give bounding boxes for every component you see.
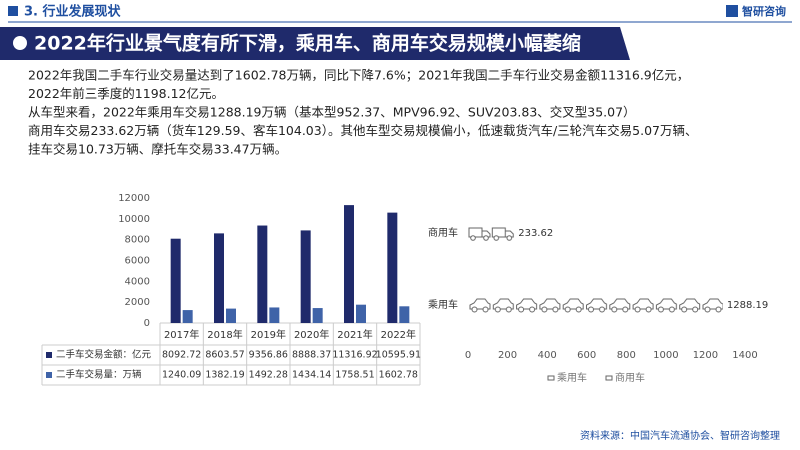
y-tick-label: 8000 [125,235,150,246]
title-banner [0,27,630,60]
bar [182,310,193,323]
bar [356,304,366,323]
bar [300,230,311,323]
pictograph-bar [468,295,723,315]
y-tick-label: 商用车 [428,226,458,239]
bar [399,306,410,323]
x-tick-label: 800 [617,350,636,361]
bar [387,212,398,323]
x-tick-label: 1000 [653,350,678,361]
paragraph-line: 2022年前三季度的1198.12亿元。 [28,86,224,101]
paragraph-line: 从车型来看，2022年乘用车交易1288.19万辆（基本型952.37、MPV9… [28,105,636,120]
x-tick-label: 200 [498,350,517,361]
x-tick-label: 600 [577,350,596,361]
y-tick-label: 10000 [118,214,150,225]
y-tick-label: 4000 [125,276,150,287]
table-value: 1492.28 [249,370,288,381]
legend-swatch [46,352,52,358]
legend-label: 二手车交易金额：亿元 [56,349,152,361]
x-tick-label: 2022年 [381,328,416,341]
table-value: 9356.86 [249,350,288,361]
bar [170,238,181,323]
title-bullet [13,36,27,50]
bar [257,225,268,323]
bar [344,205,354,323]
x-tick-label: 400 [538,350,557,361]
table-value: 8603.57 [205,350,244,361]
data-label: 1288.19 [727,300,768,311]
paragraph-line: 2022年我国二手车行业交易量达到了1602.78万辆，同比下降7.6%；202… [28,68,689,83]
bar [214,233,224,323]
legend-label: 乘用车 [557,371,587,384]
logo: 智研咨询 [742,4,786,18]
legend-swatch [46,372,52,378]
source: 资料来源：中国汽车流通协会、智研咨询整理 [580,429,780,442]
y-tick-label: 2000 [125,297,150,308]
paragraph-line: 商用车交易233.62万辆（货车129.59、客车104.03）。其他车型交易规… [28,123,698,138]
bar [226,308,236,323]
section-title: 3. 行业发展现状 [24,4,122,20]
table-value: 1602.78 [379,370,418,381]
table-value: 1434.14 [292,370,331,381]
x-tick-label: 1400 [732,350,757,361]
paragraph-line: 挂车交易10.73万辆、摩托车交易33.47万辆。 [28,142,287,157]
table-value: 8092.72 [162,350,201,361]
table-value: 8888.37 [292,350,331,361]
x-tick-label: 2018年 [207,328,242,341]
x-tick-label: 1200 [693,350,718,361]
legend-label: 商用车 [615,371,645,384]
pictograph-bar [468,223,515,243]
x-tick-label: 2020年 [294,328,329,341]
table-value: 1758.51 [335,370,374,381]
logo-icon [726,5,738,17]
table-value: 1382.19 [205,370,244,381]
x-tick-label: 2017年 [164,328,199,341]
y-tick-label: 乘用车 [428,298,458,311]
table-value: 10595.91 [376,350,421,361]
x-tick-label: 2019年 [251,328,286,341]
x-tick-label: 0 [465,350,471,361]
y-tick-label: 6000 [125,256,150,267]
page-title: 2022年行业景气度有所下滑，乘用车、商用车交易规模小幅萎缩 [34,32,581,55]
section-icon [8,6,18,16]
y-tick-label: 12000 [118,193,150,204]
y-tick-label: 0 [144,318,150,329]
x-tick-label: 2021年 [337,328,372,341]
legend-swatch [547,375,555,381]
legend-swatch [605,375,613,381]
bar [312,308,323,323]
bar [269,307,280,323]
table-value: 11316.92 [332,350,377,361]
legend-label: 二手车交易量：万辆 [56,369,142,381]
table-value: 1240.09 [162,370,201,381]
data-label: 233.62 [518,228,553,239]
